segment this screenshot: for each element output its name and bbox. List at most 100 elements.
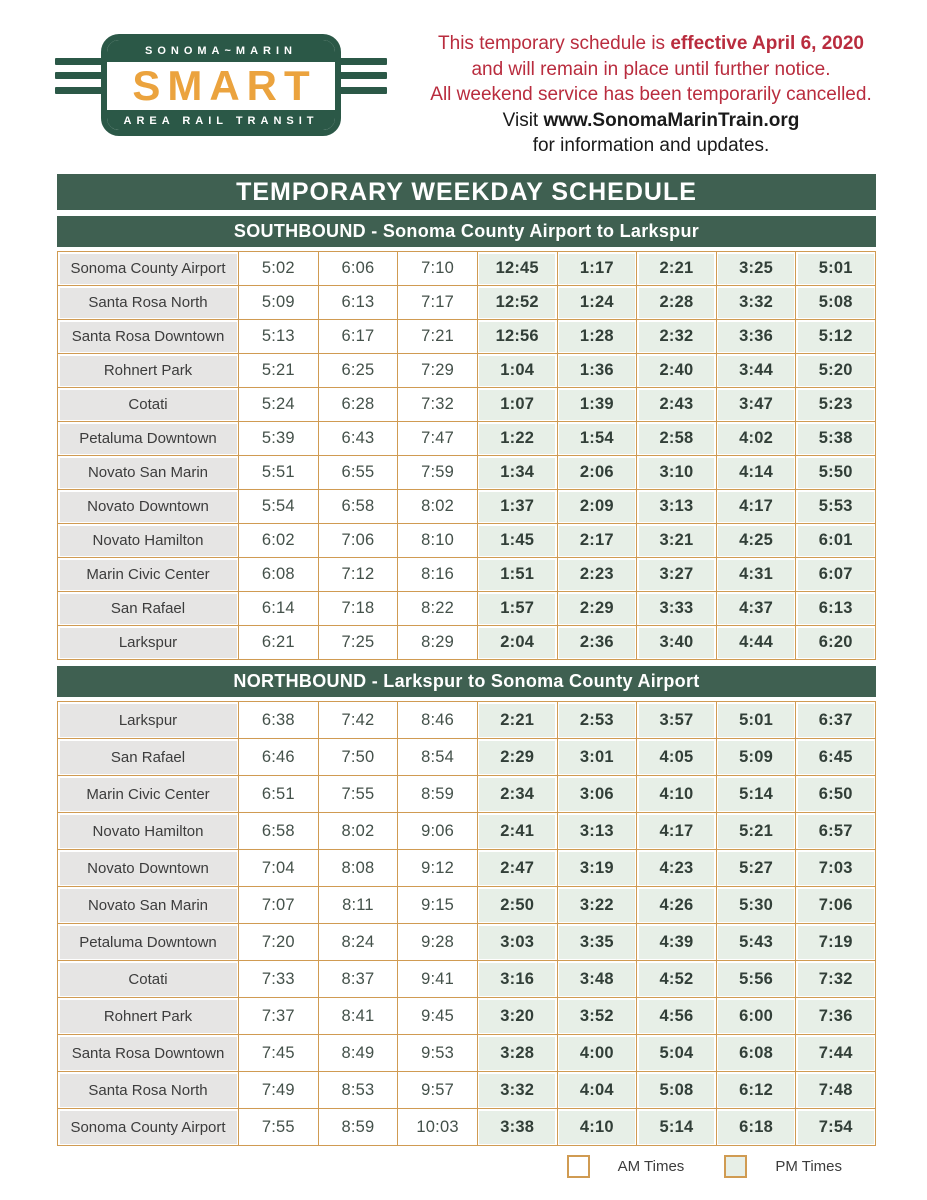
am-time-cell: 9:28	[397, 923, 478, 961]
am-time-cell: 5:09	[238, 285, 319, 320]
table-row: Novato San Marin 5:51 6:55 7:59 1:34 2:06 3:10…	[57, 455, 876, 490]
pm-time-cell: 3:38	[476, 1108, 558, 1146]
table-row: Rohnert Park 5:21 6:25 7:29 1:04 1:36 2:40 3:44…	[57, 353, 876, 388]
am-time-cell: 6:21	[238, 625, 319, 660]
notice-line-1-text: This temporary schedule is	[438, 33, 671, 54]
pm-time-cell: 4:31	[715, 557, 797, 592]
table-row: Sonoma County Airport 7:55 8:59 10:03 3:38 4:…	[57, 1108, 876, 1146]
table-row: Larkspur 6:38 7:42 8:46 2:21 2:53 3:57 5:01 6:37	[57, 701, 876, 739]
website-link[interactable]: www.SonomaMarinTrain.org	[543, 109, 800, 131]
northbound-table: Larkspur 6:38 7:42 8:46 2:21 2:53 3:57 5:01 6:37…	[57, 701, 876, 1146]
pm-time-cell: 5:27	[715, 849, 797, 887]
table-row: Novato Hamilton 6:58 8:02 9:06 2:41 3:13 4:17 5…	[57, 812, 876, 850]
pm-time-cell: 4:00	[556, 1034, 638, 1072]
northbound-banner: NORTHBOUND - Larkspur to Sonoma County A…	[57, 666, 876, 697]
am-time-cell: 8:02	[317, 812, 399, 850]
pm-time-cell: 4:26	[636, 886, 717, 924]
pm-time-cell: 7:06	[795, 886, 876, 924]
pm-time-cell: 3:28	[476, 1034, 558, 1072]
legend: AM Times PM Times	[57, 1155, 876, 1178]
pm-time-cell: 4:17	[715, 489, 797, 524]
pm-time-cell: 12:45	[476, 251, 558, 286]
am-time-cell: 6:58	[238, 812, 319, 850]
am-time-cell: 6:58	[317, 489, 399, 524]
pm-time-cell: 7:03	[795, 849, 876, 887]
pm-time-cell: 4:56	[636, 997, 717, 1035]
pm-time-cell: 2:43	[636, 387, 717, 422]
pm-time-cell: 4:17	[636, 812, 717, 850]
legend-pm-item: PM Times	[724, 1155, 842, 1178]
am-time-cell: 7:25	[317, 625, 399, 660]
am-time-cell: 5:24	[238, 387, 319, 422]
station-name-cell: Marin Civic Center	[57, 557, 239, 592]
pm-time-cell: 1:51	[476, 557, 558, 592]
am-time-cell: 5:54	[238, 489, 319, 524]
station-name-cell: Cotati	[57, 960, 239, 998]
station-name-cell: Rohnert Park	[57, 997, 239, 1035]
pm-time-cell: 3:06	[556, 775, 638, 813]
table-row: Novato Downtown 7:04 8:08 9:12 2:47 3:19 4:23 5…	[57, 849, 876, 887]
notice-line-2: and will remain in place until further n…	[471, 58, 831, 80]
table-row: Marin Civic Center 6:08 7:12 8:16 1:51 2:23 3:…	[57, 557, 876, 592]
pm-time-cell: 3:57	[636, 701, 717, 739]
station-name-cell: Novato San Marin	[57, 886, 239, 924]
am-time-cell: 8:37	[317, 960, 399, 998]
pm-time-cell: 6:08	[715, 1034, 797, 1072]
pm-time-cell: 1:04	[476, 353, 558, 388]
am-time-cell: 9:12	[397, 849, 478, 887]
am-time-cell: 6:25	[317, 353, 399, 388]
pm-time-cell: 4:02	[715, 421, 797, 456]
station-name-cell: Larkspur	[57, 625, 239, 660]
am-time-cell: 6:55	[317, 455, 399, 490]
pm-time-cell: 6:01	[795, 523, 876, 558]
am-time-cell: 7:47	[397, 421, 478, 456]
pm-time-cell: 2:29	[556, 591, 638, 626]
pm-time-cell: 2:29	[476, 738, 558, 776]
station-name-cell: Novato Hamilton	[57, 812, 239, 850]
pm-time-cell: 3:48	[556, 960, 638, 998]
pm-time-cell: 2:04	[476, 625, 558, 660]
station-name-cell: Novato San Marin	[57, 455, 239, 490]
table-row: Rohnert Park 7:37 8:41 9:45 3:20 3:52 4:56 6:00…	[57, 997, 876, 1035]
station-name-cell: Santa Rosa Downtown	[57, 319, 239, 354]
station-name-cell: San Rafael	[57, 738, 239, 776]
station-name-cell: Sonoma County Airport	[57, 251, 239, 286]
station-name-cell: Marin Civic Center	[57, 775, 239, 813]
table-row: Petaluma Downtown 7:20 8:24 9:28 3:03 3:35 4:3…	[57, 923, 876, 961]
pm-time-cell: 3:13	[556, 812, 638, 850]
pm-time-cell: 4:10	[556, 1108, 638, 1146]
pm-time-cell: 4:39	[636, 923, 717, 961]
pm-time-cell: 5:50	[795, 455, 876, 490]
table-row: Santa Rosa North 5:09 6:13 7:17 12:52 1:24 2:2…	[57, 285, 876, 320]
am-time-cell: 6:43	[317, 421, 399, 456]
pm-time-cell: 2:34	[476, 775, 558, 813]
am-time-cell: 8:11	[317, 886, 399, 924]
legend-am-item: AM Times	[566, 1155, 684, 1178]
am-time-cell: 6:38	[238, 701, 319, 739]
am-time-cell: 7:06	[317, 523, 399, 558]
pm-time-cell: 7:19	[795, 923, 876, 961]
am-time-cell: 7:50	[317, 738, 399, 776]
am-time-cell: 5:51	[238, 455, 319, 490]
pm-time-cell: 3:47	[715, 387, 797, 422]
am-swatch-icon	[566, 1155, 590, 1178]
pm-time-cell: 3:40	[636, 625, 717, 660]
am-time-cell: 5:39	[238, 421, 319, 456]
pm-time-cell: 5:56	[715, 960, 797, 998]
pm-time-cell: 6:45	[795, 738, 876, 776]
table-row: Larkspur 6:21 7:25 8:29 2:04 2:36 3:40 4:44 6:20	[57, 625, 876, 660]
pm-time-cell: 1:07	[476, 387, 558, 422]
pm-time-cell: 4:44	[715, 625, 797, 660]
table-row: Petaluma Downtown 5:39 6:43 7:47 1:22 1:54 2:5…	[57, 421, 876, 456]
am-time-cell: 5:13	[238, 319, 319, 354]
pm-time-cell: 2:53	[556, 701, 638, 739]
am-time-cell: 7:45	[238, 1034, 319, 1072]
pm-time-cell: 4:10	[636, 775, 717, 813]
table-row: Sonoma County Airport 5:02 6:06 7:10 12:45 1:…	[57, 251, 876, 286]
pm-time-cell: 6:37	[795, 701, 876, 739]
am-time-cell: 6:51	[238, 775, 319, 813]
am-time-cell: 8:53	[317, 1071, 399, 1109]
pm-time-cell: 6:00	[715, 997, 797, 1035]
am-time-cell: 6:14	[238, 591, 319, 626]
pm-swatch-icon	[724, 1155, 748, 1178]
